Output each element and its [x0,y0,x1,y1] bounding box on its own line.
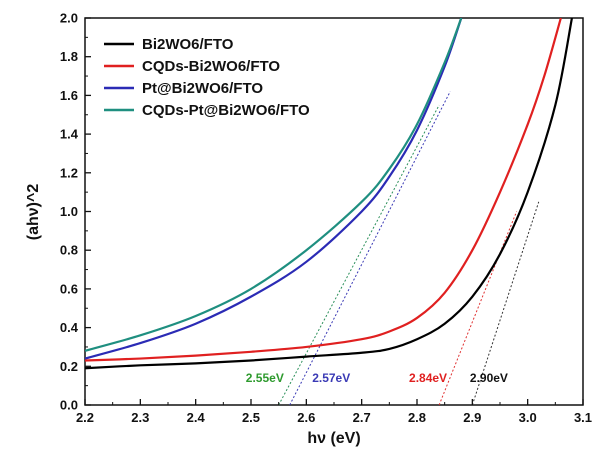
x-tick-label: 3.1 [574,410,592,425]
x-tick-label: 2.2 [76,410,94,425]
legend: Bi2WO6/FTO CQDs-Bi2WO6/FTO Pt@Bi2WO6/FTO CQ… [104,36,310,119]
x-tick-label: 2.9 [463,410,481,425]
bandgap-annotations: 2.55eV 2.57eV 2.84eV 2.90eV [246,371,508,385]
tangent-fit-line-3 [438,211,518,406]
y-tick-label: 1.2 [60,165,78,180]
series-line-bi2wo6-fto [85,18,574,370]
y-tick-label: 0.0 [60,398,78,413]
y-tick-label: 1.0 [60,204,78,219]
legend-label-bi2wo6-fto: Bi2WO6/FTO [142,36,234,53]
series-line-pt-bi2wo6-fto [85,18,463,360]
series-line-cqds-pt-bi2wo6-fto [85,18,463,352]
x-tick-label: 2.3 [131,410,149,425]
x-tick-label: 2.6 [297,410,315,425]
y-tick-label: 0.8 [60,243,78,258]
legend-label-cqds-pt-bi2wo6-fto: CQDs-Pt@Bi2WO6/FTO [142,102,310,119]
legend-label-pt-bi2wo6-fto: Pt@Bi2WO6/FTO [142,80,263,97]
plot-area [84,17,584,406]
tangent-fit-line-1 [278,104,440,406]
x-tick-label: 2.4 [187,410,206,425]
y-tick-label: 0.4 [60,320,79,335]
y-axis-label: (ahν)^2 [25,184,42,241]
legend-label-cqds-bi2wo6-fto: CQDs-Bi2WO6/FTO [142,58,280,75]
y-tick-label: 1.6 [60,88,78,103]
x-tick-label: 2.5 [242,410,260,425]
bandgap-label: 2.90eV [470,371,508,385]
y-tick-label: 1.4 [60,127,79,142]
y-tick-label: 0.6 [60,281,78,296]
bandgap-label: 2.57eV [312,371,350,385]
y-tick-label: 0.2 [60,359,78,374]
axis-ticks: 2.2 2.3 2.4 2.5 2.6 2.7 2.8 2.9 3.0 3.1 0.0 0.2 0.4 0… [60,11,592,426]
series-lines [85,18,574,370]
bandgap-label: 2.84eV [409,371,447,385]
tangent-fit-line-2 [289,91,451,406]
bandgap-label: 2.55eV [246,371,284,385]
x-tick-label: 2.8 [408,410,426,425]
series-line-cqds-bi2wo6-fto [85,18,562,362]
y-tick-label: 2.0 [60,11,78,26]
x-axis-label: hν (eV) [307,430,360,447]
x-tick-label: 3.0 [519,410,537,425]
x-tick-label: 2.7 [353,410,371,425]
y-tick-label: 1.8 [60,49,78,64]
fit-lines [278,91,540,406]
